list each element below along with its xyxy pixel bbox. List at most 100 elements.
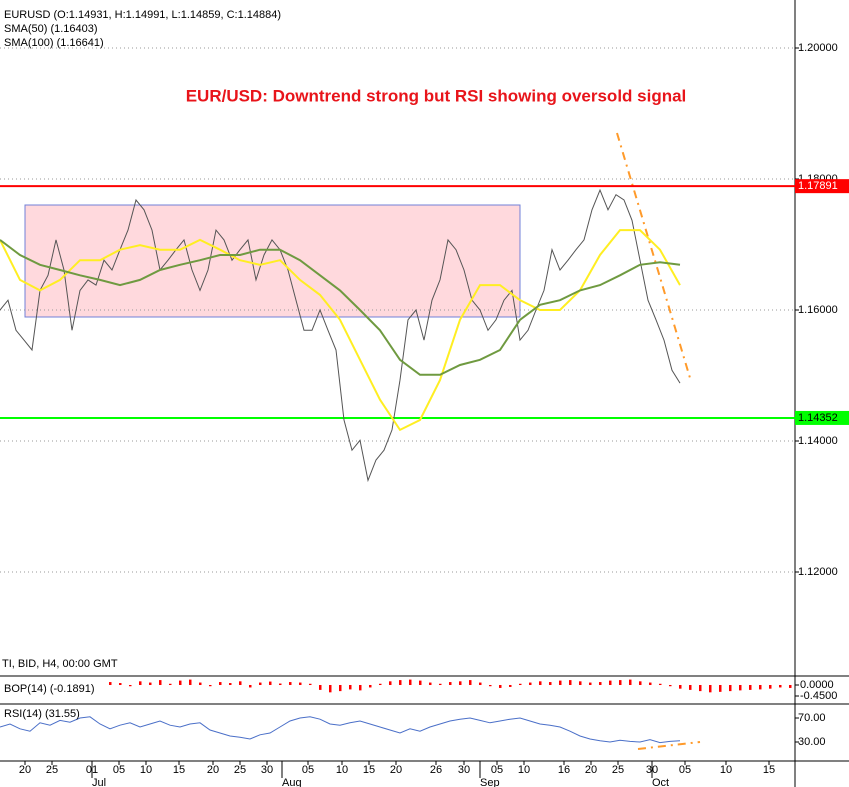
- bop-bar: [339, 684, 342, 692]
- bop-bar: [379, 683, 382, 685]
- price-line: [0, 239, 681, 376]
- x-tick-label: 30: [261, 764, 273, 776]
- bop-bar: [789, 684, 792, 688]
- month-label: Sep: [480, 777, 500, 787]
- bop-bar: [399, 680, 402, 685]
- bop-bar: [199, 682, 202, 685]
- x-tick-label: 25: [234, 764, 246, 776]
- legend-entry: BOP(14) (-0.1891): [4, 683, 95, 695]
- bop-bar: [319, 684, 322, 690]
- y-tick-label: 1.14000: [798, 435, 838, 447]
- legend-name: SMA(100): [4, 37, 54, 49]
- y-tick-label: 1.12000: [798, 566, 838, 578]
- legend-detail: (1.16641): [57, 37, 104, 49]
- y-tick-label: 30.00: [798, 736, 826, 748]
- bop-bar: [459, 681, 462, 685]
- level-label-box: [795, 179, 849, 194]
- legend-entry: RSI(14) (31.55): [4, 708, 80, 720]
- legend-detail: (-0.1891): [50, 683, 95, 695]
- bop-bar: [249, 684, 252, 688]
- bop-bar: [239, 681, 242, 685]
- bop-bar: [349, 684, 352, 690]
- bop-bar: [739, 684, 742, 691]
- level-label: 1.14352: [798, 412, 838, 424]
- bop-bar: [359, 684, 362, 691]
- bop-bar: [389, 681, 392, 685]
- x-tick-label: 15: [363, 764, 375, 776]
- bop-bar: [409, 679, 412, 685]
- x-tick-label: 05: [679, 764, 691, 776]
- month-label: Aug: [282, 777, 302, 787]
- bop-bar: [509, 684, 512, 687]
- bop-bar: [429, 682, 432, 685]
- bop-bar: [569, 680, 572, 685]
- bop-bar: [169, 683, 172, 685]
- y-tick-label: 1.20000: [798, 42, 838, 54]
- bop-bar: [499, 684, 502, 688]
- x-tick-label: 20: [390, 764, 402, 776]
- bop-bar: [229, 683, 232, 685]
- bop-bar: [589, 682, 592, 685]
- x-tick-label: 16: [558, 764, 570, 776]
- info-label: TI, BID, H4, 00:00 GMT: [2, 658, 118, 670]
- legend-name: BOP(14): [4, 683, 47, 695]
- bop-bar: [309, 683, 312, 685]
- bop-bar: [519, 683, 522, 685]
- bop-bar: [419, 680, 422, 685]
- bop-bar: [559, 680, 562, 685]
- x-tick-label: 05: [491, 764, 503, 776]
- bop-bar: [779, 684, 782, 688]
- x-tick-label: 25: [612, 764, 624, 776]
- bop-bar: [179, 680, 182, 685]
- bop-bar: [489, 684, 492, 687]
- bop-bar: [769, 684, 772, 689]
- bop-bar: [639, 681, 642, 685]
- x-tick-label: 20: [207, 764, 219, 776]
- bop-bar: [629, 679, 632, 685]
- chart-title: EUR/USD: Downtrend strong but RSI showin…: [186, 86, 687, 105]
- bop-bar: [599, 682, 602, 685]
- legend-name: RSI(14): [4, 708, 42, 720]
- bop-bar: [689, 684, 692, 690]
- x-tick-label: 05: [113, 764, 125, 776]
- bop-bar: [529, 682, 532, 685]
- x-tick-label: 15: [763, 764, 775, 776]
- bop-bar: [699, 684, 702, 692]
- legend-entry: EURUSD (O:1.14931, H:1.14991, L:1.14859,…: [4, 9, 281, 21]
- x-tick-label: 25: [46, 764, 58, 776]
- price-line: [0, 188, 681, 483]
- x-tick-label: 20: [19, 764, 31, 776]
- bop-bar: [679, 684, 682, 689]
- bop-bar: [139, 681, 142, 685]
- x-tick-label: 15: [173, 764, 185, 776]
- legend-name: SMA(50): [4, 23, 47, 35]
- level-label-box: [795, 410, 849, 425]
- month-label: Oct: [652, 777, 669, 787]
- legend-detail: (O:1.14931, H:1.14991, L:1.14859, C:1.14…: [54, 9, 282, 21]
- bop-bar: [449, 682, 452, 685]
- bop-bar: [259, 682, 262, 685]
- y-tick-label: 70.00: [798, 712, 826, 724]
- legend-entry: SMA(100) (1.16641): [4, 37, 104, 49]
- month-label: Jul: [92, 777, 106, 787]
- x-tick-label: 26: [430, 764, 442, 776]
- bop-bar: [289, 682, 292, 685]
- bop-bar: [149, 682, 152, 685]
- legend-detail: (1.16403): [50, 23, 97, 35]
- bop-bar: [129, 684, 132, 687]
- bop-bar: [669, 684, 672, 687]
- bop-bar: [729, 684, 732, 692]
- bop-bar: [329, 684, 332, 693]
- x-tick-label: 30: [458, 764, 470, 776]
- bop-bar: [469, 680, 472, 685]
- bop-bar: [369, 684, 372, 688]
- bop-bar: [649, 682, 652, 685]
- bop-bar: [109, 682, 112, 685]
- legend-name: EURUSD: [4, 9, 51, 21]
- bop-bar: [159, 680, 162, 685]
- bop-bar: [219, 682, 222, 685]
- x-tick-label: 10: [518, 764, 530, 776]
